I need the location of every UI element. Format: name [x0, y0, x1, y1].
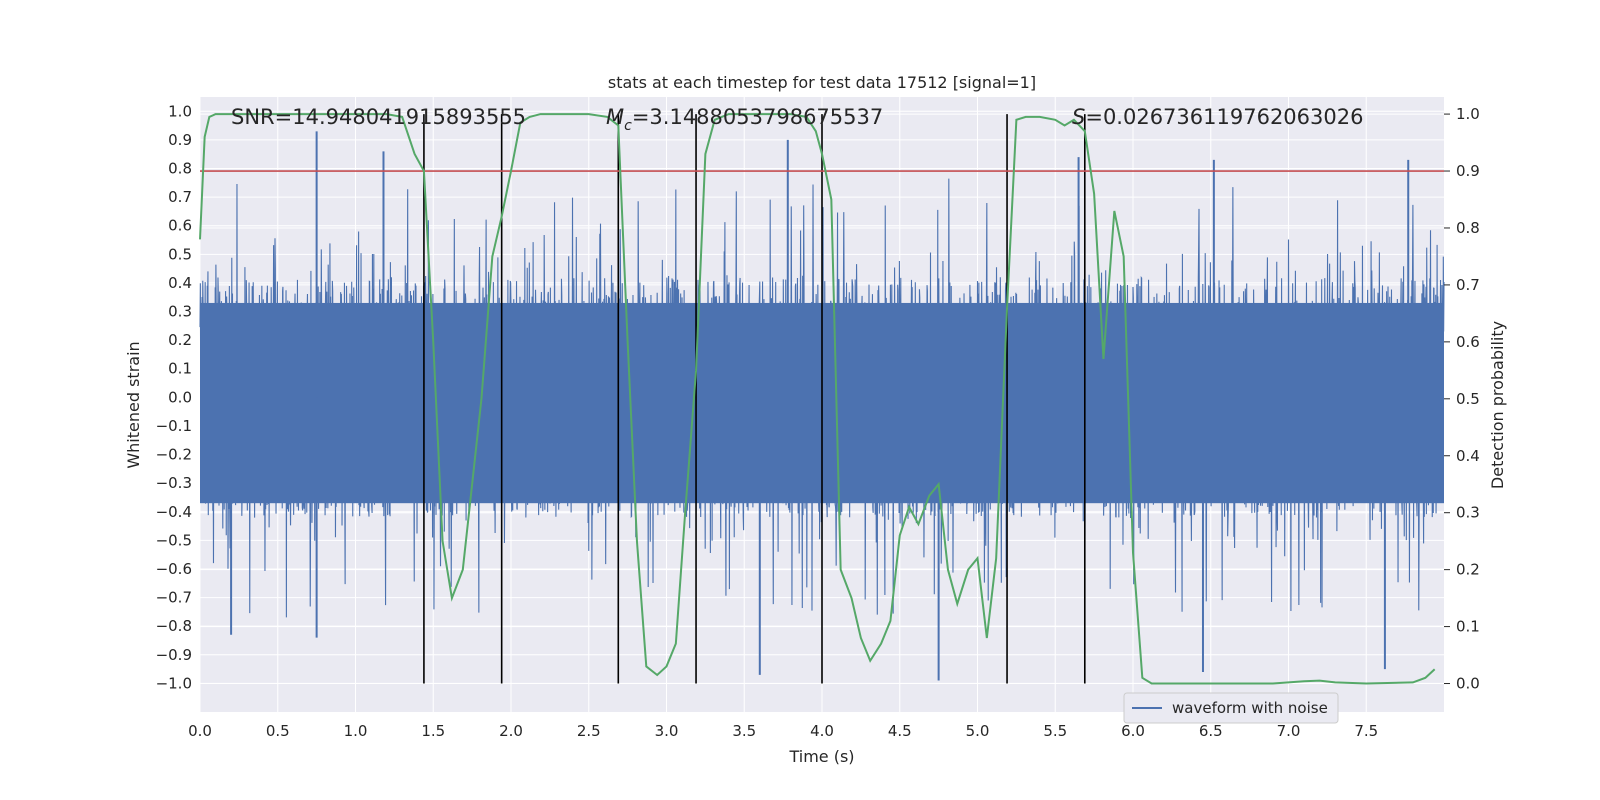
y-axis-ticks: 1.0 0.9 0.8 0.7 0.6 0.5 0.4 0.3 0.2 0.1 0.0 −0.1 −0.… [156, 102, 192, 692]
spin-annotation: S=0.026736119762063026 [1072, 105, 1363, 129]
y-tick-label: −0.8 [156, 617, 192, 635]
y-tick-label: −0.7 [156, 589, 192, 607]
y2-tick-label: 0.7 [1456, 276, 1480, 294]
y-tick-label: −0.4 [156, 503, 192, 521]
y2-tick-label: 0.1 [1456, 618, 1480, 636]
x-tick-label: 7.0 [1277, 722, 1301, 740]
y2-tick-label: 0.2 [1456, 561, 1480, 579]
y-tick-label: −0.3 [156, 474, 192, 492]
y-tick-label: −0.6 [156, 560, 192, 578]
legend: waveform with noise [1123, 692, 1339, 724]
vertical-markers [423, 114, 1086, 684]
y-tick-label: 0.0 [168, 388, 192, 406]
chirp-mass-subscript: c [624, 118, 632, 134]
x-tick-label: 1.5 [421, 722, 445, 740]
chirp-mass-annotation: Mc=3.1488053798675537 [606, 105, 883, 134]
y-tick-label: 0.7 [168, 188, 192, 206]
detection-probability-series [199, 113, 1436, 685]
y-tick-label: 0.6 [168, 217, 192, 235]
x-tick-label: 1.0 [344, 722, 368, 740]
y2-tick-label: 0.6 [1456, 333, 1480, 351]
x-tick-label: 3.0 [655, 722, 679, 740]
x-tick-label: 5.5 [1043, 722, 1067, 740]
chirp-mass-symbol: M [606, 105, 624, 129]
x-tick-label: 0.5 [266, 722, 290, 740]
x-axis-label: Time (s) [788, 747, 854, 766]
y-tick-label: −0.9 [156, 646, 192, 664]
y-tick-label: 0.3 [168, 303, 192, 321]
y2-tick-label: 0.4 [1456, 447, 1480, 465]
y-tick-label: 0.1 [168, 360, 192, 378]
y-tick-label: −1.0 [156, 674, 192, 692]
x-tick-label: 0.0 [188, 722, 212, 740]
y-tick-label: −0.1 [156, 417, 192, 435]
x-tick-label: 2.0 [499, 722, 523, 740]
legend-label-waveform: waveform with noise [1172, 699, 1328, 717]
y2-tick-label: 0.8 [1456, 219, 1480, 237]
y-axis-label: Whitened strain [124, 341, 143, 468]
x-tick-label: 5.0 [966, 722, 990, 740]
chirp-mass-value: =3.1488053798675537 [632, 105, 883, 129]
y-tick-label: 1.0 [168, 102, 192, 120]
x-axis-ticks: 0.0 0.5 1.0 1.5 2.0 2.5 3.0 3.5 4.0 4.5 5.0 5.5 6.0 6… [188, 722, 1378, 740]
chart-title: stats at each timestep for test data 175… [608, 73, 1036, 92]
y2-axis-ticks: 1.0 0.9 0.8 0.7 0.6 0.5 0.4 0.3 0.2 0.1 0.0 [1444, 105, 1480, 693]
x-tick-label: 4.5 [888, 722, 912, 740]
x-tick-label: 2.5 [577, 722, 601, 740]
y2-tick-label: 1.0 [1456, 105, 1480, 123]
spin-value: =0.026736119762063026 [1085, 105, 1363, 129]
x-tick-label: 3.5 [732, 722, 756, 740]
y2-axis-label: Detection probability [1488, 321, 1507, 489]
y-tick-label: 0.9 [168, 131, 192, 149]
x-tick-label: 7.5 [1354, 722, 1378, 740]
snr-annotation: SNR=14.948041915893555 [231, 105, 526, 129]
probability-line [199, 113, 1436, 685]
x-tick-label: 6.0 [1121, 722, 1145, 740]
y-tick-label: 0.5 [168, 245, 192, 263]
x-tick-label: 6.5 [1199, 722, 1223, 740]
y-tick-label: 0.8 [168, 160, 192, 178]
y-tick-label: 0.4 [168, 274, 192, 292]
y2-tick-label: 0.3 [1456, 504, 1480, 522]
spin-symbol: S [1072, 105, 1085, 129]
y-tick-label: −0.2 [156, 446, 192, 464]
y2-tick-label: 0.5 [1456, 390, 1480, 408]
legend-box [1123, 692, 1339, 724]
y2-tick-label: 0.9 [1456, 162, 1480, 180]
x-tick-label: 4.0 [810, 722, 834, 740]
y-tick-label: 0.2 [168, 331, 192, 349]
y-tick-label: −0.5 [156, 531, 192, 549]
y2-tick-label: 0.0 [1456, 675, 1480, 693]
